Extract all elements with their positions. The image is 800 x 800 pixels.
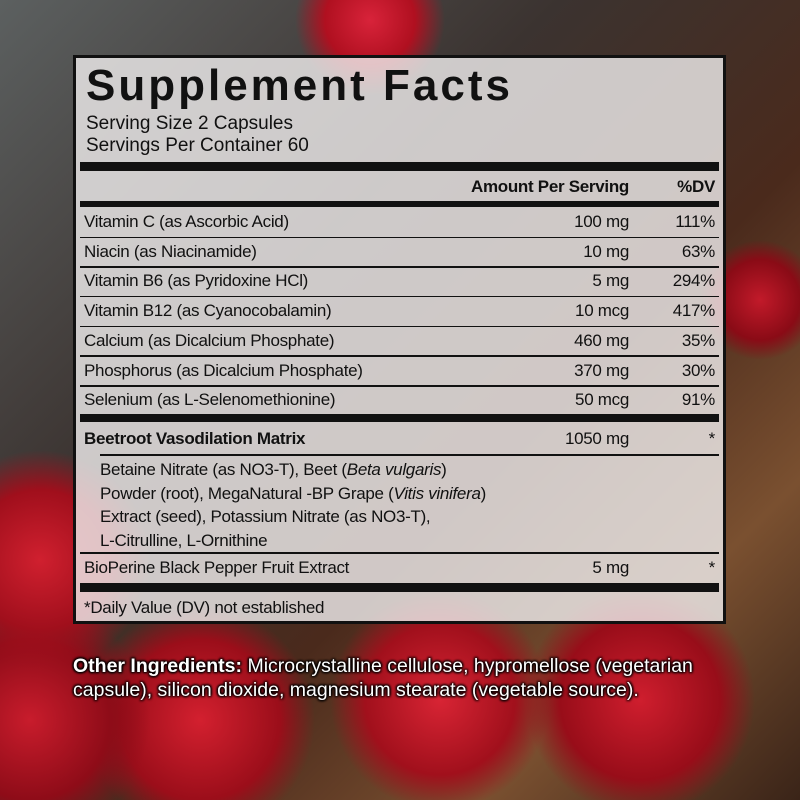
other-ingredients: Other Ingredients: Microcrystalline cell… [73,654,753,702]
ingredient-text: Extract (seed), Potassium Nitrate (as NO… [100,507,431,526]
nutrient-row: Vitamin B6 (as Pyridoxine HCl) 5 mg 294% [84,268,715,294]
nutrient-dv: 417% [672,301,716,321]
bioperine-dv: * [708,558,716,577]
serving-size: Serving Size 2 Capsules [86,113,293,134]
header-dv: %DV [677,177,715,196]
other-ingredients-text: Microcrystalline cellulose, hypromellose… [73,655,693,701]
divider-thin [80,236,719,238]
ingredient-latin: Vitis vinifera [393,483,481,503]
nutrient-row: Phosphorus (as Dicalcium Phosphate) 370 m… [84,358,715,384]
matrix-amount: 1050 mg [564,429,629,448]
nutrient-name: Selenium (as L-Selenomethionine) [84,390,336,410]
divider-thick [80,162,719,171]
other-ingredients-label: Other Ingredients: [73,655,243,677]
nutrient-dv: 30% [681,360,715,380]
nutrient-row: Vitamin C (as Ascorbic Acid) 100 mg 111% [84,209,715,235]
nutrient-name: Phosphorus (as Dicalcium Phosphate) [84,360,363,380]
nutrient-name: Calcium (as Dicalcium Phosphate) [84,330,335,350]
ingredient-text: Betaine Nitrate (as NO3-T), Beet ( [100,460,347,479]
bioperine-amount: 5 mg [592,558,629,577]
divider-thin [80,266,719,268]
bioperine-row: BioPerine Black Pepper Fruit Extract 5 m… [84,555,715,581]
header-amount: Amount Per Serving [470,177,629,196]
nutrient-row: Selenium (as L-Selenomethionine) 50 mcg 91… [84,387,715,413]
matrix-name: Beetroot Vasodilation Matrix [84,429,306,448]
facts-title: Supplement Facts [86,61,513,110]
nutrient-row: Niacin (as Niacinamide) 10 mg 63% [84,239,715,265]
nutrient-amount: 100 mg [574,212,629,231]
matrix-ingredients: Betaine Nitrate (as NO3-T), Beet (Beta v… [100,458,486,552]
divider-thick [80,414,719,422]
nutrient-name: Niacin (as Niacinamide) [84,241,257,261]
nutrient-dv: 91% [681,390,715,410]
ingredient-text: L-Citrulline, L-Ornithine [100,530,268,550]
nutrient-amount: 370 mg [574,360,629,380]
divider-thin [80,552,719,554]
supplement-facts-panel: Supplement Facts Serving Size 2 Capsules… [73,55,726,624]
nutrient-amount: 5 mg [592,271,629,291]
nutrient-amount: 10 mcg [575,301,629,321]
nutrient-name: Vitamin B12 (as Cyanocobalamin) [84,301,332,321]
header-row: Amount Per Serving %DV [84,174,715,200]
ingredient-text: Powder (root), MegaNatural -BP Grape ( [100,483,394,503]
nutrient-amount: 460 mg [574,330,629,350]
divider-thin [80,295,719,298]
ingredient-text: ) [480,483,487,503]
divider-thin [80,325,719,328]
nutrient-amount: 10 mg [583,241,629,261]
ingredient-text: ) [441,460,447,479]
nutrient-name: Vitamin C (as Ascorbic Acid) [84,212,289,231]
footnote-text: *Daily Value (DV) not established [84,598,325,617]
divider-thin [80,385,719,387]
matrix-row: Beetroot Vasodilation Matrix 1050 mg * [84,426,715,452]
bioperine-name: BioPerine Black Pepper Fruit Extract [84,558,350,577]
ingredient-latin: Beta vulgaris [346,460,442,479]
footnote: *Daily Value (DV) not established [84,595,715,621]
nutrient-row: Calcium (as Dicalcium Phosphate) 460 mg 35… [84,328,715,354]
nutrient-row: Vitamin B12 (as Cyanocobalamin) 10 mcg 417… [84,298,715,324]
divider-medium [80,201,719,207]
matrix-dv: * [708,429,716,448]
divider-thin [80,355,719,357]
divider-thin [100,454,719,456]
nutrient-dv: 63% [681,241,715,261]
divider-thick [80,583,719,592]
nutrient-amount: 50 mcg [575,390,629,410]
servings-per-container: Servings Per Container 60 [86,135,309,156]
nutrient-name: Vitamin B6 (as Pyridoxine HCl) [84,271,309,291]
nutrient-dv: 294% [672,271,716,291]
nutrient-dv: 111% [675,212,715,231]
nutrient-dv: 35% [681,330,715,350]
